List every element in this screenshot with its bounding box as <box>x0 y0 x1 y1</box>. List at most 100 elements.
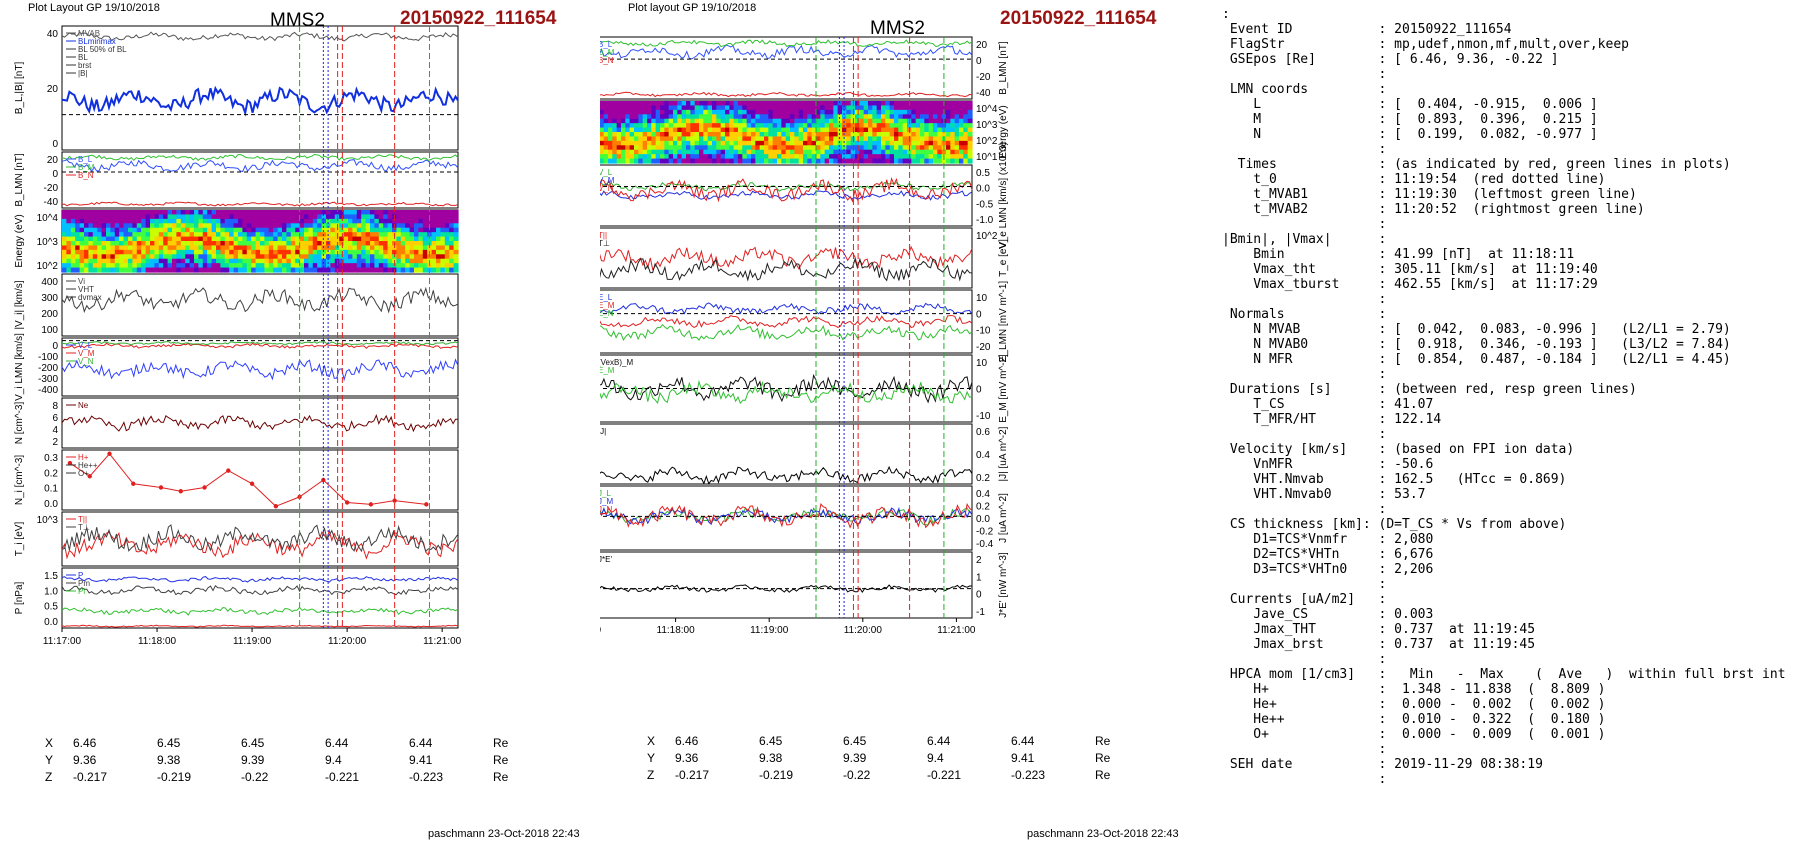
heatmap-cell <box>785 127 791 133</box>
heatmap-cell <box>911 127 917 133</box>
heatmap-cell <box>277 245 283 251</box>
heatmap-cell <box>600 123 605 129</box>
heatmap-cell <box>167 227 173 233</box>
heatmap-cell <box>716 118 722 124</box>
heatmap-cell <box>172 249 177 255</box>
heatmap-cell <box>88 245 94 251</box>
heatmap-cell <box>603 123 609 129</box>
heatmap-cell <box>902 136 908 142</box>
info-line: Vmax_tht : 305.11 [km/s] at 11:19:40 <box>1222 262 1598 277</box>
heatmap-cell <box>123 227 129 233</box>
heatmap-cell <box>742 118 748 124</box>
heatmap-cell <box>837 132 843 138</box>
data-point <box>158 485 164 490</box>
heatmap-cell <box>352 236 358 242</box>
heatmap-cell <box>207 236 213 242</box>
legend-entry: BL <box>78 53 88 62</box>
heatmap-cell <box>764 114 769 120</box>
legend-entry: BL 50% of BL <box>78 45 127 54</box>
heatmap-cell <box>440 267 446 273</box>
y-tick-label: 10^2 <box>976 231 998 242</box>
heatmap-cell <box>119 232 125 238</box>
heatmap-cell <box>807 140 813 146</box>
heatmap-cell <box>746 132 752 138</box>
heatmap-cell <box>777 123 782 129</box>
heatmap-cell <box>444 210 450 216</box>
heatmap-cell <box>255 241 261 247</box>
heatmap-cell <box>798 140 804 146</box>
y-tick-label: -40 <box>976 88 991 99</box>
orbit-value: 9.36 <box>675 750 699 765</box>
heatmap-cell <box>220 263 226 269</box>
heatmap-cell <box>855 105 860 111</box>
heatmap-cell <box>317 263 323 269</box>
heatmap-cell <box>694 158 700 164</box>
heatmap-cell <box>409 227 415 233</box>
heatmap-cell <box>444 236 450 242</box>
heatmap-cell <box>642 149 648 155</box>
heatmap-cell <box>673 136 678 142</box>
heatmap-cell <box>625 154 631 160</box>
heatmap-cell <box>924 127 930 133</box>
heatmap-cell <box>794 136 800 142</box>
heatmap-cell <box>440 218 446 224</box>
heatmap-cell <box>440 232 446 238</box>
heatmap-cell <box>110 223 116 229</box>
heatmap-cell <box>959 114 964 120</box>
heatmap-cell <box>128 210 133 216</box>
heatmap-cell <box>820 132 826 138</box>
heatmap-cell <box>720 127 726 133</box>
heatmap-cell <box>824 140 830 146</box>
orbit-value: 6.45 <box>157 735 181 750</box>
heatmap-cell <box>933 140 938 146</box>
heatmap-cell <box>84 249 89 255</box>
heatmap-cell <box>273 210 279 216</box>
heatmap-cell <box>725 114 730 120</box>
heatmap-cell <box>811 145 817 151</box>
heatmap-cell <box>911 123 917 129</box>
heatmap-cell <box>145 218 151 224</box>
heatmap-cell <box>308 232 314 238</box>
heatmap-cell <box>330 227 336 233</box>
heatmap-cell <box>655 118 661 124</box>
heatmap-cell <box>374 214 380 220</box>
heatmap-cell <box>803 114 808 120</box>
heatmap-cell <box>233 245 239 251</box>
heatmap-cell <box>194 214 199 220</box>
heatmap-cell <box>629 101 635 107</box>
heatmap-cell <box>928 114 934 120</box>
heatmap-cell <box>785 136 791 142</box>
heatmap-cell <box>216 218 221 224</box>
heatmap-cell <box>790 132 795 138</box>
heatmap-cell <box>881 127 886 133</box>
heatmap-cell <box>738 118 743 124</box>
orbit-row-label: X <box>647 733 656 748</box>
heatmap-cell <box>255 232 261 238</box>
legend-entry: B_M <box>600 48 615 57</box>
heatmap-cell <box>742 123 748 129</box>
heatmap-cell <box>440 263 446 269</box>
heatmap-cell <box>378 258 384 264</box>
heatmap-cell <box>959 123 964 129</box>
heatmap-cell <box>92 210 98 216</box>
heatmap-cell <box>629 136 635 142</box>
heatmap-cell <box>681 154 687 160</box>
heatmap-cell <box>920 123 925 129</box>
heatmap-cell <box>625 109 631 115</box>
heatmap-cell <box>816 136 821 142</box>
heatmap-cell <box>616 132 622 138</box>
heatmap-cell <box>820 140 826 146</box>
heatmap-cell <box>207 223 213 229</box>
heatmap-cell <box>378 214 384 220</box>
heatmap-cell <box>738 114 743 120</box>
event-info-panel: : Event ID : 20150922_111654 FlagStr : m… <box>1222 7 1786 787</box>
heatmap-cell <box>339 218 345 224</box>
heatmap-cell <box>803 158 808 164</box>
right-layout-label: Plot layout GP 19/10/2018 <box>628 2 757 14</box>
y-tick-label: 40 <box>47 29 59 40</box>
y-tick-label: 0 <box>976 590 982 601</box>
heatmap-cell <box>110 210 116 216</box>
heatmap-cell <box>84 232 89 238</box>
heatmap-cell <box>356 258 362 264</box>
heatmap-cell <box>92 263 98 269</box>
